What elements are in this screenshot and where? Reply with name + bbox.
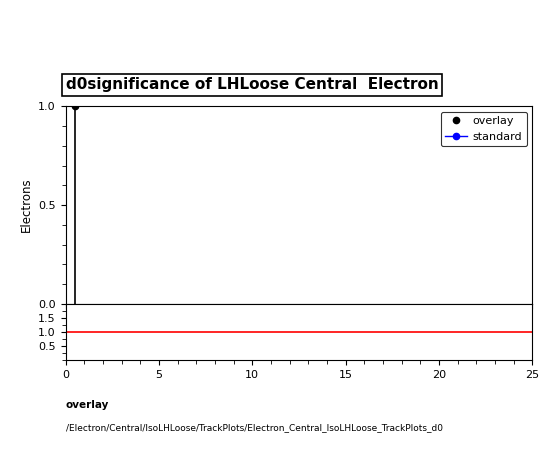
Text: d0significance of LHLoose Central  Electron: d0significance of LHLoose Central Electr… — [66, 78, 438, 92]
Legend: overlay, standard: overlay, standard — [441, 112, 527, 146]
Text: /Electron/Central/IsoLHLoose/TrackPlots/Electron_Central_IsoLHLoose_TrackPlots_d: /Electron/Central/IsoLHLoose/TrackPlots/… — [66, 423, 442, 432]
Text: overlay: overlay — [66, 400, 109, 410]
Y-axis label: Electrons: Electrons — [20, 178, 33, 232]
